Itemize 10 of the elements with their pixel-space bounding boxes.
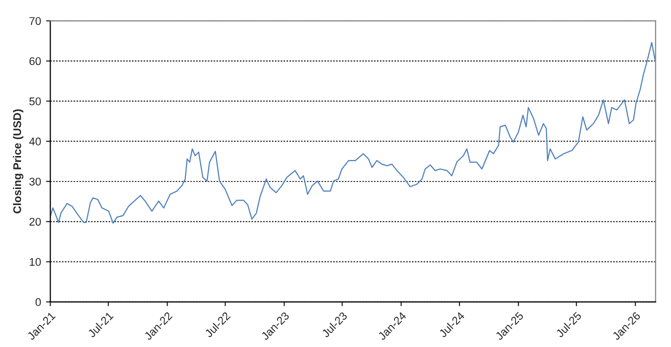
y-tick-label: 10 (30, 258, 41, 266)
y-tick-label: 50 (29, 97, 41, 106)
y-tick-label: 0 (36, 298, 41, 306)
line-series (50, 42, 656, 224)
y-tick-label: 20 (30, 218, 41, 226)
y-tick-label: 40 (29, 138, 41, 146)
y-tick-label: 60 (30, 57, 41, 66)
y-tick-label: 30 (29, 178, 41, 186)
y-axis-title: Closing Price (USD) (12, 109, 24, 214)
y-tick-label: 70 (30, 17, 41, 25)
